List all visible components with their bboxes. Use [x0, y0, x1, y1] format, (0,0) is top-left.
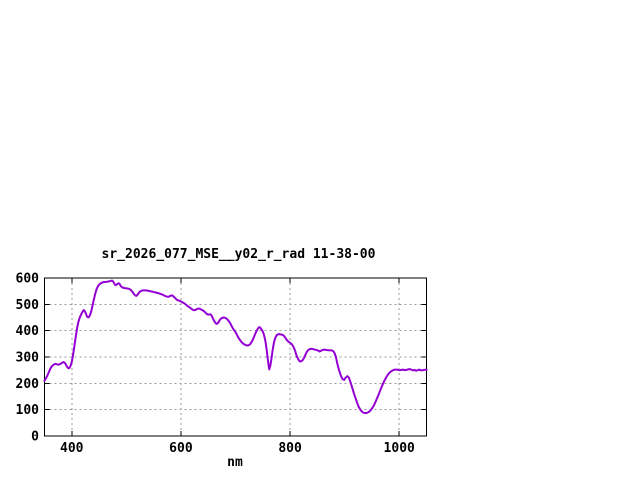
y-tick-label: 200	[16, 377, 40, 392]
y-tick-label: 300	[16, 351, 40, 366]
x-tick-label: 1000	[384, 441, 415, 456]
y-tick-label: 400	[16, 324, 40, 339]
y-tick-label: 100	[16, 403, 40, 418]
y-tick-label: 500	[16, 298, 40, 313]
chart-title: sr_2026_077_MSE__y02_r_rad 11-38-00	[101, 247, 376, 262]
x-tick-label: 400	[60, 441, 84, 456]
x-tick-label: 600	[169, 441, 193, 456]
x-tick-label: 800	[278, 441, 302, 456]
x-axis-label: nm	[227, 455, 243, 470]
y-tick-label: 600	[16, 272, 40, 287]
spectrum-line	[43, 279, 428, 415]
y-tick-label: 0	[31, 430, 39, 445]
